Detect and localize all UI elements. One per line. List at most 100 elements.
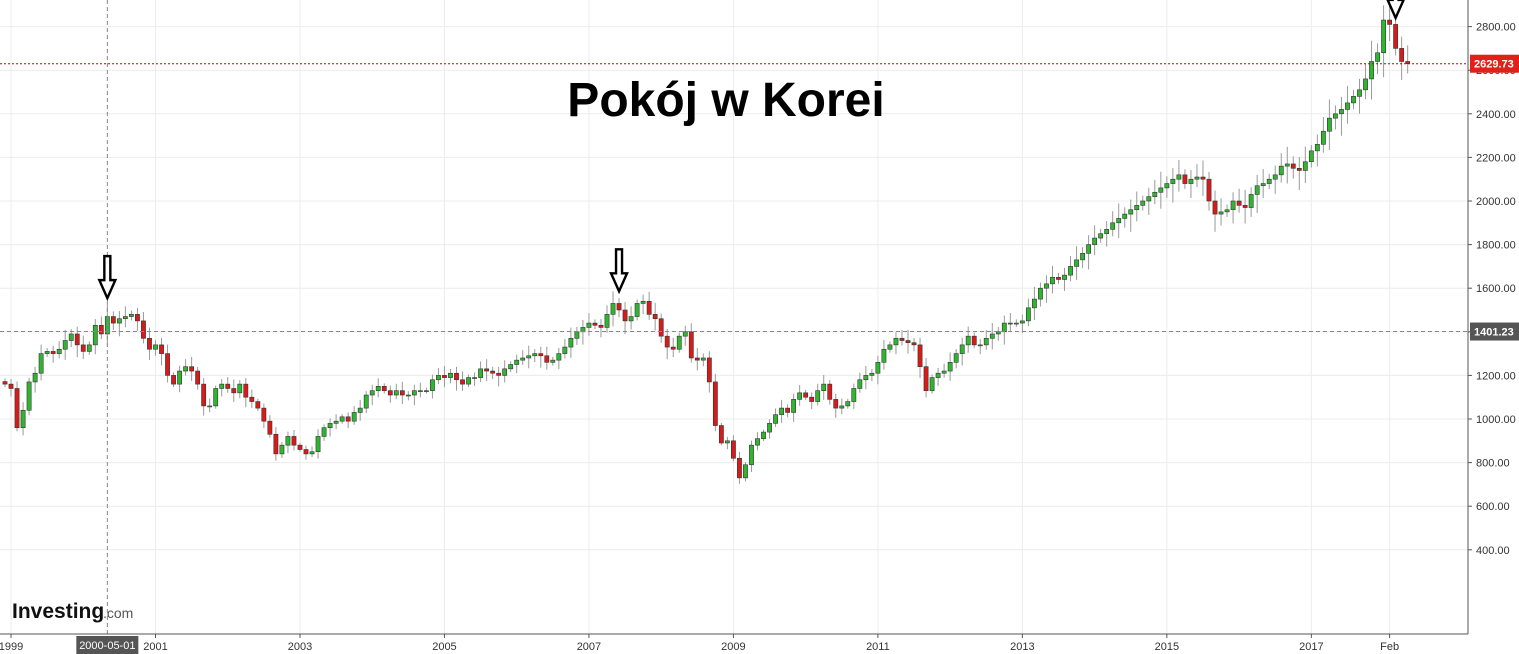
y-tick-label: 800.00	[1476, 458, 1510, 470]
candle-up	[393, 390, 399, 396]
y-tick-label: 2400.00	[1476, 109, 1516, 121]
candle-up	[767, 423, 772, 433]
candle-down	[833, 399, 839, 409]
candle-down	[1056, 276, 1061, 280]
candle-down	[249, 396, 255, 402]
candle-up	[1230, 200, 1236, 211]
candle-up	[116, 318, 122, 324]
candle-up	[1026, 307, 1031, 322]
candle-up	[1062, 274, 1067, 280]
candle-up	[417, 390, 423, 392]
candle-up	[1013, 322, 1019, 325]
candle-up	[1044, 283, 1049, 289]
candle-up	[1254, 185, 1260, 195]
candle-up	[1146, 196, 1152, 202]
candle-up	[219, 383, 225, 389]
candle-up	[881, 348, 887, 363]
candle-down	[50, 351, 56, 354]
x-tick-label: 2005	[432, 641, 456, 653]
candle-up	[863, 375, 869, 381]
candle-down	[706, 357, 712, 383]
candle-up	[363, 394, 369, 409]
candle-down	[670, 346, 676, 350]
candle-up	[1086, 244, 1091, 254]
last-price-label: 2629.73	[1474, 59, 1514, 71]
candle-down	[917, 344, 923, 367]
candle-up	[1369, 61, 1374, 80]
crosshair-date-label: 2000-05-01	[79, 640, 135, 652]
chart-title: Pokój w Korei	[567, 74, 884, 127]
candle-down	[827, 383, 833, 400]
candle-down	[490, 370, 496, 374]
candle-up	[1092, 237, 1098, 245]
candle-down	[911, 342, 917, 346]
candle-up	[333, 420, 339, 424]
candle-down	[147, 338, 152, 350]
candle-down	[688, 331, 694, 359]
candle-down	[399, 390, 405, 396]
candle-up	[640, 300, 646, 304]
candle-down	[785, 407, 790, 413]
candle-up	[1164, 183, 1170, 189]
candle-up	[38, 353, 44, 374]
last-price-label-bg	[1470, 54, 1519, 73]
candle-down	[110, 316, 116, 324]
candle-up	[1098, 233, 1104, 239]
candle-up	[1218, 211, 1224, 215]
candle-up	[1152, 191, 1158, 197]
candle-down	[381, 385, 387, 391]
candle-up	[1375, 52, 1380, 62]
logo-sub-text: .com	[103, 605, 133, 621]
overlay-layer	[0, 0, 1468, 634]
candle-up	[556, 353, 562, 361]
y-tick-label: 1600.00	[1476, 283, 1516, 295]
candle-down	[243, 383, 249, 398]
candle-down	[80, 344, 86, 352]
candle-up	[237, 383, 243, 394]
candle-up	[791, 399, 797, 413]
candle-down	[141, 320, 146, 339]
candle-down	[652, 314, 658, 320]
candle-up	[1248, 194, 1254, 208]
candle-down	[1387, 19, 1392, 25]
candle-up	[68, 333, 74, 341]
candle-up	[86, 344, 92, 352]
candle-down	[195, 370, 201, 385]
candle-down	[809, 396, 815, 402]
candle-down	[345, 416, 351, 422]
candle-down	[261, 407, 267, 422]
candle-up	[989, 333, 995, 339]
candle-down	[387, 390, 393, 396]
y-tick-label: 1000.00	[1476, 414, 1516, 426]
y-tick-label: 2200.00	[1476, 152, 1516, 164]
candle-up	[845, 401, 851, 407]
candle-layer	[2, 0, 1411, 484]
candle-up	[1357, 89, 1362, 97]
candle-down	[171, 375, 176, 385]
candle-up	[815, 390, 821, 402]
candle-down	[189, 366, 195, 372]
candle-up	[526, 355, 532, 359]
candle-up	[965, 335, 971, 346]
candle-up	[502, 368, 508, 376]
candle-up	[309, 451, 315, 455]
candle-up	[279, 444, 285, 455]
down-arrow-icon	[609, 248, 629, 295]
candle-up	[26, 381, 32, 411]
candle-up	[1272, 174, 1278, 180]
candle-up	[32, 372, 38, 383]
candle-down	[165, 353, 170, 376]
candle-up	[724, 440, 730, 444]
candle-down	[598, 324, 604, 328]
candle-up	[62, 340, 68, 350]
candle-up	[1320, 130, 1326, 145]
candle-down	[2, 381, 8, 385]
candle-down	[899, 338, 905, 341]
candle-up	[520, 357, 526, 361]
candle-up	[1122, 213, 1128, 219]
candle-up	[1068, 266, 1073, 276]
candle-down	[135, 314, 140, 322]
y-tick-label: 2000.00	[1476, 196, 1516, 208]
candle-up	[213, 388, 219, 407]
candle-up	[1158, 187, 1164, 193]
